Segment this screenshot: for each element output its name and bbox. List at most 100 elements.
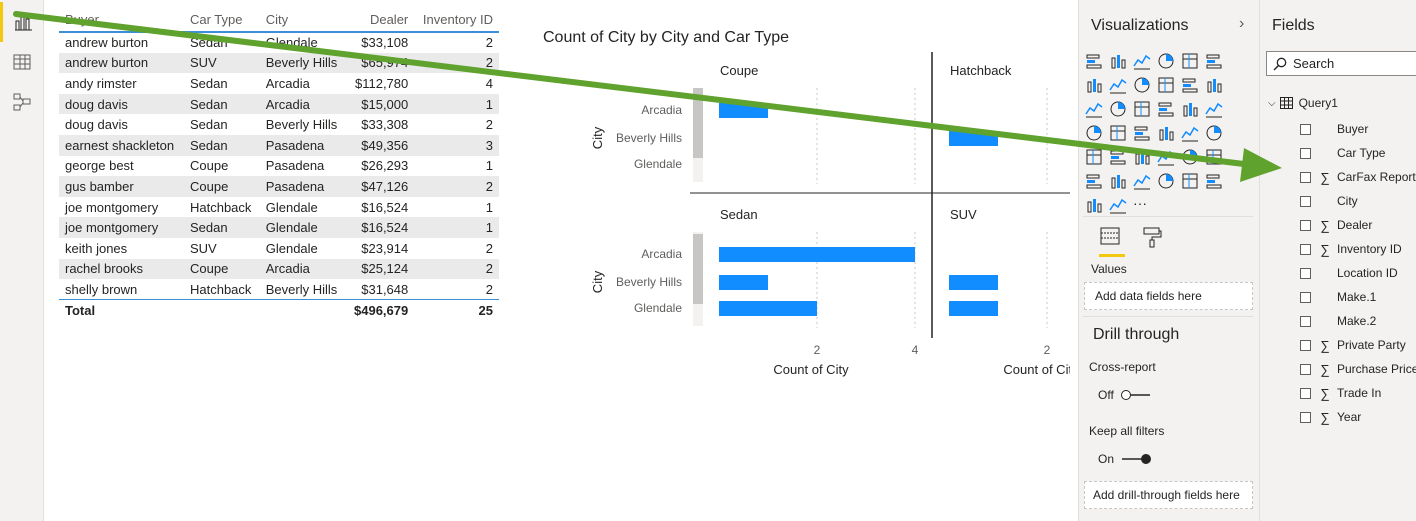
paginated-icon[interactable] xyxy=(1181,172,1199,190)
table-row[interactable]: shelly brown Hatchback Beverly Hills $31,64… xyxy=(59,279,499,300)
key-influencers-icon[interactable] xyxy=(1085,172,1103,190)
clustered-column-icon[interactable] xyxy=(1157,52,1175,70)
line-clustered-icon[interactable] xyxy=(1181,76,1199,94)
more-visuals-icon[interactable]: ··· xyxy=(1133,195,1147,211)
line-chart-icon[interactable] xyxy=(1085,76,1103,94)
funnel-icon[interactable] xyxy=(1109,100,1127,118)
field-item[interactable]: Buyer xyxy=(1300,119,1368,139)
table-row[interactable]: rachel brooks Coupe Arcadia $25,124 2 xyxy=(59,258,499,280)
field-checkbox[interactable] xyxy=(1300,123,1311,135)
field-item[interactable]: Location ID xyxy=(1300,263,1398,283)
field-checkbox[interactable] xyxy=(1300,291,1311,303)
donut-chart-icon[interactable] xyxy=(1181,100,1199,118)
field-item[interactable]: ∑ CarFax Report ID xyxy=(1300,167,1416,187)
table-row[interactable]: gus bamber Coupe Pasadena $47,126 2 xyxy=(59,176,499,197)
map-icon[interactable] xyxy=(1085,124,1103,142)
table-icon xyxy=(1279,97,1293,109)
field-checkbox[interactable] xyxy=(1300,339,1311,351)
cross-report-toggle[interactable]: Off xyxy=(1098,388,1152,402)
field-item[interactable]: Make.1 xyxy=(1300,287,1376,307)
100-column-icon[interactable] xyxy=(1205,52,1223,70)
column-header[interactable]: Dealer xyxy=(369,11,409,27)
table-row[interactable]: george best Coupe Pasadena $26,293 1 xyxy=(59,156,499,177)
model-view-icon[interactable] xyxy=(0,82,44,122)
field-checkbox[interactable] xyxy=(1300,195,1311,207)
power-automate-icon[interactable] xyxy=(1109,196,1127,214)
field-item[interactable]: ∑ Purchase Price xyxy=(1300,359,1416,379)
format-tab[interactable] xyxy=(1141,226,1163,253)
table-row[interactable]: andrew burton SUV Beverly Hills $65,974 2 xyxy=(59,52,499,74)
data-view-icon[interactable] xyxy=(0,42,44,82)
table-row[interactable]: doug davis Sedan Arcadia $15,000 1 xyxy=(59,93,499,115)
clustered-bar-icon[interactable] xyxy=(1133,52,1151,70)
card-icon[interactable] xyxy=(1181,124,1199,142)
kpi-icon[interactable] xyxy=(1085,148,1103,166)
field-checkbox[interactable] xyxy=(1300,219,1311,231)
stacked-bar-icon[interactable] xyxy=(1085,52,1103,70)
field-item[interactable]: ∑ Dealer xyxy=(1300,215,1372,235)
shape-map-icon[interactable] xyxy=(1133,124,1151,142)
build-visual-tab[interactable] xyxy=(1099,225,1125,257)
power-apps-icon[interactable] xyxy=(1085,196,1103,214)
values-well[interactable]: Add data fields here xyxy=(1084,282,1253,310)
multi-row-card-icon[interactable] xyxy=(1205,124,1223,142)
qa-icon[interactable] xyxy=(1133,172,1151,190)
field-item[interactable]: Make.2 xyxy=(1300,311,1376,331)
column-header[interactable]: Buyer xyxy=(65,11,99,27)
column-header[interactable]: City xyxy=(265,11,289,27)
keep-filters-toggle[interactable]: On xyxy=(1098,452,1152,466)
field-checkbox[interactable] xyxy=(1300,171,1311,183)
100-bar-icon[interactable] xyxy=(1181,52,1199,70)
table-row[interactable]: joe montgomery Hatchback Glendale $16,524 1 xyxy=(59,197,499,218)
gauge-icon[interactable] xyxy=(1157,124,1175,142)
field-item[interactable]: ∑ Inventory ID xyxy=(1300,239,1402,259)
table-visual-icon[interactable] xyxy=(1133,148,1151,166)
arcgis-icon[interactable] xyxy=(1205,172,1223,190)
fields-search-input[interactable]: Search xyxy=(1266,51,1416,76)
narrative-icon[interactable] xyxy=(1157,172,1175,190)
field-item[interactable]: Car Type xyxy=(1300,143,1385,163)
field-checkbox[interactable] xyxy=(1300,387,1311,399)
pie-chart-icon[interactable] xyxy=(1157,100,1175,118)
column-header[interactable]: Car Type xyxy=(189,11,243,27)
table-row[interactable]: keith jones SUV Glendale $23,914 2 xyxy=(59,238,499,259)
r-visual-icon[interactable] xyxy=(1181,148,1199,166)
small-multiples-bar-chart[interactable]: Coupe Hatchback Sedan SUV Arcadia Beverly Hil… xyxy=(540,48,1070,388)
field-checkbox[interactable] xyxy=(1300,147,1311,159)
stacked-column-icon[interactable] xyxy=(1109,52,1127,70)
area-chart-icon[interactable] xyxy=(1109,76,1127,94)
table-row[interactable]: joe montgomery Sedan Glendale $16,524 1 xyxy=(59,217,499,238)
matrix-icon[interactable] xyxy=(1157,148,1175,166)
field-checkbox[interactable] xyxy=(1300,315,1311,327)
report-view-icon[interactable] xyxy=(0,2,44,42)
field-item[interactable]: ∑ Private Party xyxy=(1300,335,1406,355)
field-checkbox[interactable] xyxy=(1300,363,1311,375)
stacked-area-icon[interactable] xyxy=(1133,76,1151,94)
table-row[interactable]: earnest shackleton Sedan Pasadena $49,356 3 xyxy=(59,134,499,156)
waterfall-icon[interactable] xyxy=(1085,100,1103,118)
field-checkbox[interactable] xyxy=(1300,267,1311,279)
field-item[interactable]: City xyxy=(1300,191,1358,211)
field-item[interactable]: ∑ Trade In xyxy=(1300,383,1381,403)
table-visual[interactable]: Buyer Car Type City Dealer Inventory ID andr… xyxy=(59,7,499,322)
column-header[interactable]: Inventory ID xyxy=(422,11,493,27)
table-row[interactable]: doug davis Sedan Beverly Hills $33,308 2 xyxy=(59,114,499,135)
field-checkbox[interactable] xyxy=(1300,243,1311,255)
field-checkbox[interactable] xyxy=(1300,411,1311,423)
line-column-icon[interactable] xyxy=(1157,76,1175,94)
filled-map-icon[interactable] xyxy=(1109,124,1127,142)
decomposition-tree-icon[interactable] xyxy=(1109,172,1127,190)
table-cell: keith jones xyxy=(65,240,128,256)
table-row[interactable]: andy rimster Sedan Arcadia $112,780 4 xyxy=(59,73,499,94)
collapse-pane-icon[interactable]: › xyxy=(1239,15,1245,32)
python-visual-icon[interactable] xyxy=(1205,148,1223,166)
slicer-icon[interactable] xyxy=(1109,148,1127,166)
ribbon-chart-icon[interactable] xyxy=(1205,76,1223,94)
table-node-query1[interactable]: ⌵ Query1 xyxy=(1268,96,1338,110)
field-name: Location ID xyxy=(1337,266,1398,280)
scatter-icon[interactable] xyxy=(1133,100,1151,118)
table-row[interactable]: andrew burton Sedan Glendale $33,108 2 xyxy=(59,32,499,53)
field-item[interactable]: ∑ Year xyxy=(1300,407,1361,427)
treemap-icon[interactable] xyxy=(1205,100,1223,118)
drill-through-well[interactable]: Add drill-through fields here xyxy=(1084,481,1253,509)
